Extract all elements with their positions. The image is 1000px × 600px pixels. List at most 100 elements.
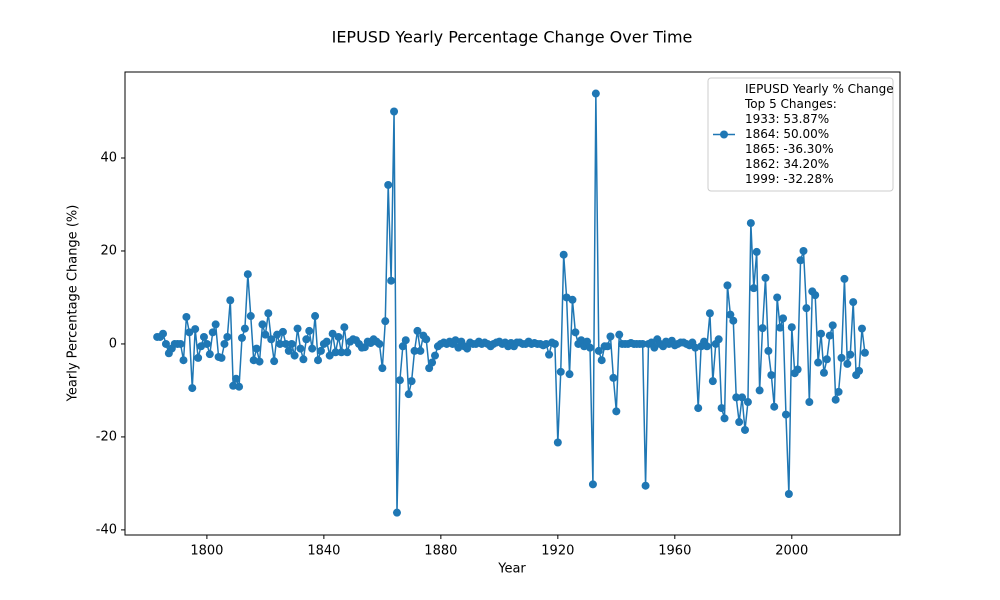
point (284, 346, 293, 355)
y-tick-label: 20 (100, 243, 117, 258)
point (749, 284, 758, 293)
point (831, 395, 840, 404)
point (787, 323, 796, 332)
y-tick-label: 0 (109, 336, 117, 351)
y-tick-label: 40 (100, 150, 117, 165)
point (779, 314, 788, 323)
point (545, 350, 554, 359)
point (741, 425, 749, 434)
point (714, 335, 723, 344)
point (726, 310, 735, 319)
point (232, 374, 241, 383)
point (199, 332, 208, 341)
point (428, 358, 437, 367)
point (565, 370, 574, 379)
point (299, 355, 308, 364)
point (422, 335, 431, 344)
point (606, 332, 615, 341)
point (240, 324, 249, 333)
point (849, 298, 858, 307)
point (340, 323, 349, 332)
point (784, 489, 793, 498)
point (404, 390, 413, 399)
point (293, 324, 302, 333)
point (217, 353, 226, 362)
point (416, 346, 425, 355)
y-tick-label: -40 (96, 522, 117, 537)
point (758, 324, 767, 333)
point (615, 330, 624, 339)
point (331, 348, 340, 357)
point (793, 365, 802, 374)
point (770, 402, 779, 411)
point (641, 481, 650, 490)
point (811, 291, 820, 300)
point (305, 326, 314, 335)
point (553, 438, 562, 447)
point (316, 346, 325, 355)
point (281, 339, 290, 348)
point (586, 343, 594, 352)
point (185, 328, 194, 337)
x-tick-label: 1960 (658, 544, 691, 559)
point (732, 393, 741, 402)
point (755, 386, 764, 395)
point (392, 508, 401, 517)
point (375, 339, 384, 348)
point (287, 339, 296, 348)
point (702, 342, 711, 351)
point (761, 273, 770, 282)
point (302, 335, 311, 344)
point (267, 335, 276, 344)
point (384, 180, 393, 189)
point (846, 350, 855, 359)
point (328, 329, 337, 338)
point (276, 339, 284, 348)
point (746, 219, 755, 228)
y-tick-label: -20 (96, 429, 117, 444)
point (410, 346, 419, 355)
point (235, 382, 244, 391)
point (594, 346, 603, 355)
legend-label: Top 5 Changes: (744, 97, 837, 111)
point (387, 276, 396, 285)
point (176, 339, 185, 348)
point (159, 329, 168, 338)
point (738, 393, 747, 402)
point (717, 404, 726, 413)
point (843, 359, 852, 368)
point (407, 377, 416, 386)
point (270, 357, 279, 366)
point (395, 376, 404, 385)
point (296, 344, 305, 353)
point (708, 377, 717, 386)
point (311, 312, 320, 321)
point (182, 312, 191, 321)
point (825, 331, 834, 340)
point (591, 89, 600, 98)
point (398, 342, 407, 351)
point (559, 250, 568, 259)
legend-marker (720, 130, 728, 139)
x-tick-label: 2000 (775, 544, 808, 559)
point (796, 256, 805, 265)
point (840, 274, 849, 283)
point (705, 309, 714, 318)
point (246, 312, 255, 321)
point (837, 353, 846, 362)
point (205, 350, 214, 359)
legend-box (707, 77, 894, 192)
point (463, 344, 472, 353)
point (252, 344, 261, 353)
point (822, 355, 831, 364)
point (773, 293, 782, 302)
point (776, 323, 785, 332)
point (308, 344, 317, 353)
point (337, 348, 346, 357)
point (720, 414, 729, 423)
point (211, 320, 220, 329)
chart-title: IEPUSD Yearly Percentage Change Over Tim… (332, 28, 693, 47)
point (202, 339, 211, 348)
point (325, 351, 334, 360)
point (161, 339, 170, 348)
